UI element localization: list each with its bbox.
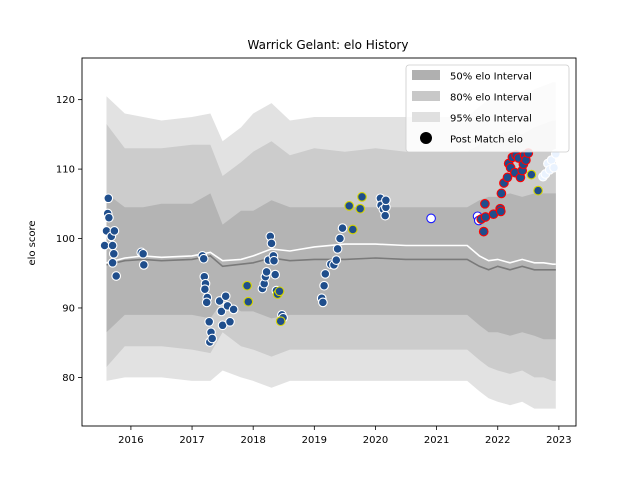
data-point-s0-10: [111, 271, 122, 281]
y-tick-label: 110: [56, 165, 75, 176]
data-point-s0-41: [270, 269, 281, 280]
y-axis-ticks: 80 90 100 110 120: [56, 95, 82, 384]
legend-swatch-50: [412, 70, 440, 80]
axes-frame: [81, 57, 577, 427]
data-point-s0-15: [198, 253, 209, 264]
data-point-s0-28: [220, 291, 231, 302]
mean-line: [106, 243, 556, 265]
x-tick-label: 2019: [302, 435, 327, 446]
data-point-s0-2: [104, 212, 114, 223]
data-point-s1-10: [533, 185, 543, 196]
data-point-s1-1: [243, 296, 254, 307]
data-point-s3-3: [480, 212, 491, 222]
x-tick-label: 2023: [546, 435, 571, 446]
legend-label-95: 95% elo Interval: [450, 114, 532, 125]
data-point-s0-12: [138, 248, 148, 259]
data-point-s4-5: [549, 162, 559, 173]
data-point-s0-21: [204, 316, 215, 327]
data-point-s1-6: [347, 224, 358, 235]
data-point-s0-5: [99, 240, 110, 251]
x-tick-label: 2016: [118, 435, 143, 446]
y-tick-label: 100: [56, 234, 75, 245]
legend-label-50: 50% elo Interval: [450, 72, 532, 83]
trend-lines: [106, 243, 556, 271]
data-point-s0-40: [269, 255, 279, 266]
legend-swatch-80: [412, 91, 440, 101]
y-tick-label: 120: [56, 95, 75, 106]
data-point-s0-13: [138, 260, 149, 270]
data-point-s1-8: [357, 192, 367, 202]
data-point-s0-58: [380, 210, 391, 221]
data-point-s0-47: [319, 280, 329, 291]
x-tick-label: 2017: [179, 435, 204, 446]
data-point-s0-51: [331, 255, 342, 265]
data-point-s3-6: [495, 206, 506, 217]
data-point-s0-52: [332, 244, 343, 254]
data-point-s1-3: [274, 286, 285, 297]
data-point-s0-46: [318, 297, 328, 308]
data-point-s0-0: [103, 193, 114, 204]
x-axis-ticks: 2016 2017 2018 2019 2020 2021 2022 2023: [118, 426, 572, 446]
y-axis-label: elo score: [27, 220, 38, 265]
chart-title: Warrick Gelant: elo History: [248, 38, 409, 52]
data-point-s3-7: [496, 188, 507, 199]
x-tick-label: 2021: [424, 435, 449, 446]
data-point-s0-54: [337, 223, 348, 233]
data-point-s0-30: [225, 316, 235, 327]
data-point-s1-7: [355, 203, 366, 214]
data-point-s0-38: [266, 238, 277, 249]
data-point-s1-0: [242, 280, 252, 291]
data-point-s3-1: [478, 226, 489, 237]
data-point-s0-60: [381, 195, 391, 206]
x-tick-label: 2022: [485, 435, 510, 446]
data-point-s1-5: [344, 201, 355, 211]
data-point-s0-48: [320, 269, 331, 279]
legend: 50% elo Interval 80% elo Interval 95% el…: [405, 64, 570, 153]
data-point-s0-24: [207, 333, 218, 344]
data-point-s0-9: [107, 257, 118, 268]
data-point-s0-8: [108, 248, 119, 259]
x-tick-label: 2020: [363, 435, 388, 446]
data-point-s0-6: [107, 240, 118, 251]
legend-label-80: 80% elo Interval: [450, 93, 532, 104]
post-match-points: [99, 148, 561, 347]
data-point-s1-9: [526, 169, 537, 180]
data-point-s0-53: [335, 233, 345, 244]
legend-swatch-95: [412, 112, 440, 122]
legend-box: [405, 64, 570, 153]
y-tick-label: 80: [62, 373, 75, 384]
x-tick-label: 2018: [240, 435, 265, 446]
median-line: [106, 255, 556, 271]
data-point-s0-26: [216, 306, 227, 317]
data-point-s1-4: [275, 316, 286, 327]
data-point-s0-7: [109, 226, 120, 236]
legend-label-point: Post Match elo: [450, 135, 523, 146]
data-point-s0-18: [200, 284, 210, 295]
data-point-s3-9: [502, 172, 513, 183]
data-point-s0-35: [261, 267, 272, 277]
data-point-s0-31: [228, 304, 239, 315]
legend-marker-point: [420, 132, 432, 144]
data-point-s3-2: [480, 198, 490, 209]
data-point-s0-20: [201, 297, 212, 308]
data-point-s2-0: [426, 213, 436, 224]
y-tick-label: 90: [62, 303, 75, 314]
